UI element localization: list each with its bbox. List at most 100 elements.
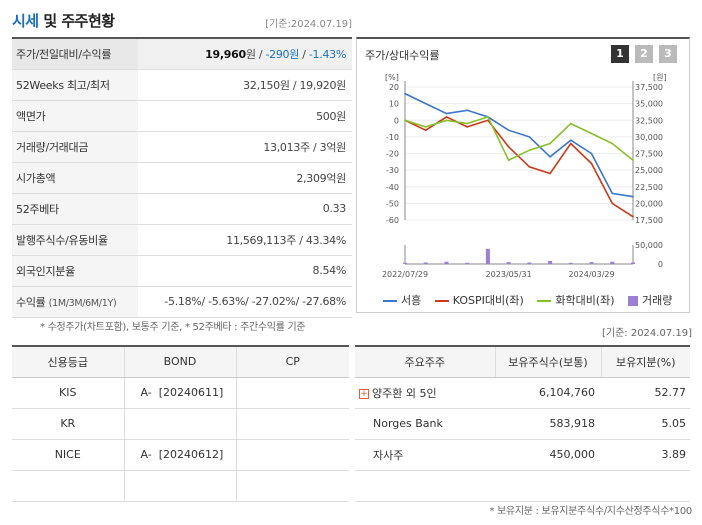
legend-kospi-swatch	[434, 300, 449, 302]
y-tick-left: -20	[386, 150, 399, 159]
info-row: 외국인지분율 8.54%	[12, 255, 352, 287]
y-tick-left: 10	[389, 100, 399, 109]
holders-header-row: 주요주주 보유주식수(보통) 보유지분(%)	[355, 346, 690, 378]
data-point	[424, 102, 427, 105]
x-tick: 2024/03/29	[568, 270, 614, 279]
return-sublabel: (1M/3M/6M/1Y)	[48, 297, 117, 309]
chart-title: 주가/상대수익률	[365, 49, 440, 62]
holders-header: 보유주식수(보통)	[495, 346, 602, 378]
data-point	[611, 142, 614, 145]
holder-name-cell: + 양주환 외 5인	[355, 377, 495, 409]
y-tick-right: 22,500	[635, 183, 663, 192]
credit-bond	[124, 470, 237, 502]
data-point	[507, 129, 510, 132]
credit-header-row: 신용등급 BOND CP	[12, 346, 349, 378]
volume-bar	[465, 262, 470, 264]
info-label: 외국인지분율	[12, 255, 138, 287]
info-row: 액면가 500원	[12, 100, 352, 132]
data-point	[570, 142, 572, 145]
holder-row[interactable]: + 양주환 외 5인 6,104,760 52.77	[355, 377, 690, 409]
data-point	[466, 109, 468, 112]
credit-agency: NICE	[12, 439, 125, 471]
x-tick: 2023/05/31	[486, 270, 532, 279]
credit-rating-table: 신용등급 BOND CP KIS A- [20240611] KR NICE A…	[12, 345, 349, 502]
legend-chem-label: 화학대비(좌)	[555, 294, 615, 307]
expand-icon[interactable]: +	[359, 388, 369, 399]
y-tick-left: -50	[386, 199, 399, 208]
info-value: 500원	[138, 100, 352, 132]
data-point	[590, 132, 593, 135]
price-chart: [%] [원] 20 37,500 10 35,000 0 32,500 -10 30,000 -2…	[382, 73, 667, 279]
credit-row: NICE A- [20240612]	[12, 439, 349, 471]
price-value: 19,960	[205, 47, 246, 61]
change-value: -290	[265, 47, 290, 61]
vol-tick: 50,000	[635, 241, 663, 250]
credit-row: KR	[12, 408, 349, 440]
info-label: 액면가	[12, 100, 138, 132]
legend-volume-swatch	[628, 296, 639, 306]
legend-chem: 화학대비(좌)	[537, 294, 615, 307]
info-value: 0.33	[138, 193, 352, 225]
holder-row: 자사주 450,000 3.89	[355, 439, 690, 471]
chart-tab-1[interactable]: 1	[611, 45, 629, 63]
data-point	[549, 156, 551, 158]
info-row: 거래량/거래대금 13,013주 / 3억원	[12, 131, 352, 163]
data-point	[528, 136, 531, 138]
data-point	[445, 116, 448, 118]
holder-shares: 583,918	[495, 408, 601, 440]
volume-bar	[403, 262, 407, 264]
volume-bar	[444, 261, 449, 264]
return-value: -1.43%	[308, 47, 346, 61]
credit-bond: A- [20240611]	[124, 377, 237, 409]
stock-line	[404, 92, 634, 198]
holder-pct: 52.77	[601, 377, 690, 409]
credit-bond	[124, 408, 237, 440]
y-tick-right: 17,500	[635, 216, 663, 225]
legend-kospi-label: KOSPI대비(좌)	[452, 294, 524, 307]
holder-name: 양주환 외 5인	[372, 386, 437, 400]
data-point	[632, 215, 634, 218]
data-point	[445, 119, 448, 122]
info-row: 시가총액 2,309억원	[12, 162, 352, 194]
section-header: 시세 및 주주현황 [기준:2024.07.19]	[12, 10, 352, 34]
y-tick-right: 27,500	[635, 150, 663, 159]
credit-agency: KIS	[12, 377, 125, 409]
info-value: 32,150원 / 19,920원	[138, 69, 352, 101]
info-value: 2,309억원	[138, 162, 352, 194]
info-value: 11,569,113주 / 43.34%	[138, 224, 352, 256]
data-point	[590, 162, 593, 165]
footnote-date: [기준: 2024.07.19]	[601, 328, 692, 339]
volume-bar	[589, 262, 594, 264]
data-point	[570, 122, 572, 125]
y-tick-left: 0	[394, 116, 399, 125]
y-tick-left: -40	[386, 183, 399, 192]
holders-header: 보유지분(%)	[601, 346, 690, 378]
y-tick-right: 37,500	[635, 83, 663, 92]
credit-cp	[236, 408, 349, 440]
left-unit: [%]	[385, 73, 399, 82]
credit-header: BOND	[124, 346, 237, 378]
info-value: -5.18%/ -5.63%/ -27.02%/ -27.68%	[138, 286, 352, 318]
chart-tab-2[interactable]: 2	[635, 45, 653, 63]
y-tick-right: 32,500	[635, 116, 663, 125]
data-point	[424, 126, 427, 128]
volume-bar	[631, 262, 635, 264]
info-value: 19,960원 / -290원 / -1.43%	[138, 38, 352, 70]
legend-stock-swatch	[383, 300, 397, 302]
y-tick-left: 20	[389, 83, 399, 92]
chart-tab-3[interactable]: 3	[659, 45, 677, 63]
info-label: 수익률 (1M/3M/6M/1Y)	[12, 286, 138, 318]
holder-pct: 3.89	[601, 439, 690, 471]
info-row: 발행주식수/유동비율 11,569,113주 / 43.34%	[12, 224, 352, 256]
data-point	[507, 146, 510, 148]
data-point	[611, 202, 614, 205]
credit-agency	[12, 470, 125, 502]
y-tick-right: 25,000	[635, 166, 663, 175]
footnote: * 수정주가(차트포함), 보통주 기준, * 52주베타 : 주간수익률 기준	[40, 322, 306, 333]
data-point	[487, 119, 489, 122]
info-row: 52Weeks 최고/최저 32,150원 / 19,920원	[12, 69, 352, 101]
credit-cp	[236, 439, 349, 471]
data-point	[466, 126, 468, 128]
info-label: 주가/전일대비/수익률	[12, 38, 138, 70]
y-tick-right: 35,000	[635, 100, 663, 109]
